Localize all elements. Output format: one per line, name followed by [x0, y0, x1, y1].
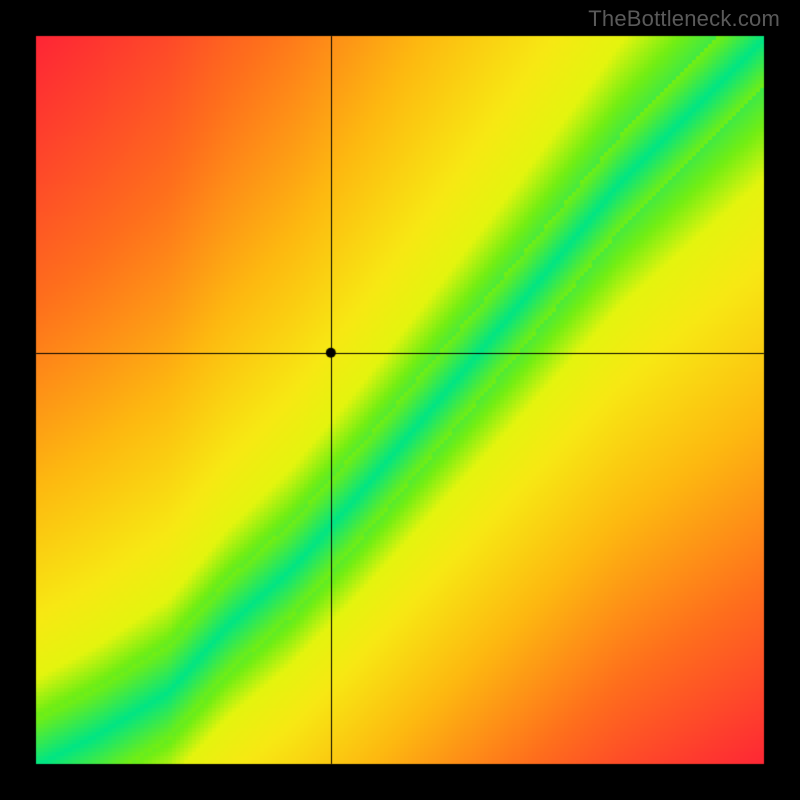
watermark-text: TheBottleneck.com: [588, 6, 780, 32]
bottleneck-chart: TheBottleneck.com: [0, 0, 800, 800]
crosshair-overlay: [0, 0, 800, 800]
